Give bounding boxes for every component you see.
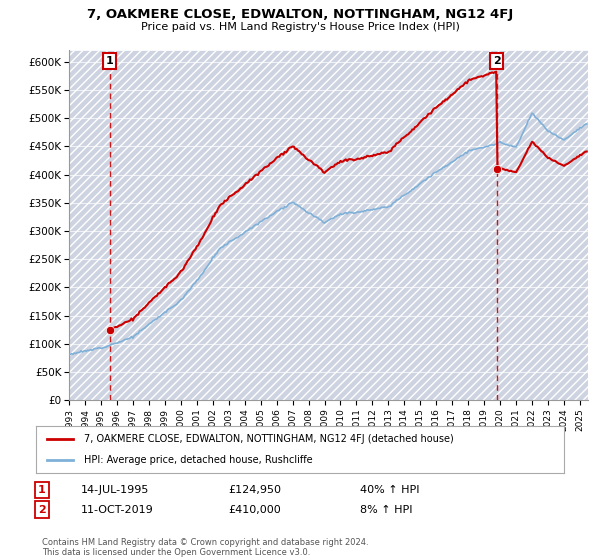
Text: HPI: Average price, detached house, Rushcliffe: HPI: Average price, detached house, Rush…: [83, 455, 312, 465]
Text: 7, OAKMERE CLOSE, EDWALTON, NOTTINGHAM, NG12 4FJ (detached house): 7, OAKMERE CLOSE, EDWALTON, NOTTINGHAM, …: [83, 434, 453, 444]
Text: 8% ↑ HPI: 8% ↑ HPI: [360, 505, 413, 515]
Text: 11-OCT-2019: 11-OCT-2019: [81, 505, 154, 515]
Text: 7, OAKMERE CLOSE, EDWALTON, NOTTINGHAM, NG12 4FJ: 7, OAKMERE CLOSE, EDWALTON, NOTTINGHAM, …: [87, 8, 513, 21]
Text: £410,000: £410,000: [228, 505, 281, 515]
Text: Price paid vs. HM Land Registry's House Price Index (HPI): Price paid vs. HM Land Registry's House …: [140, 22, 460, 32]
Text: 40% ↑ HPI: 40% ↑ HPI: [360, 485, 419, 495]
Text: 1: 1: [38, 485, 46, 495]
Text: 2: 2: [493, 56, 500, 66]
Text: 1: 1: [106, 56, 113, 66]
Text: 14-JUL-1995: 14-JUL-1995: [81, 485, 149, 495]
Text: 2: 2: [38, 505, 46, 515]
Text: Contains HM Land Registry data © Crown copyright and database right 2024.
This d: Contains HM Land Registry data © Crown c…: [42, 538, 368, 557]
Text: £124,950: £124,950: [228, 485, 281, 495]
